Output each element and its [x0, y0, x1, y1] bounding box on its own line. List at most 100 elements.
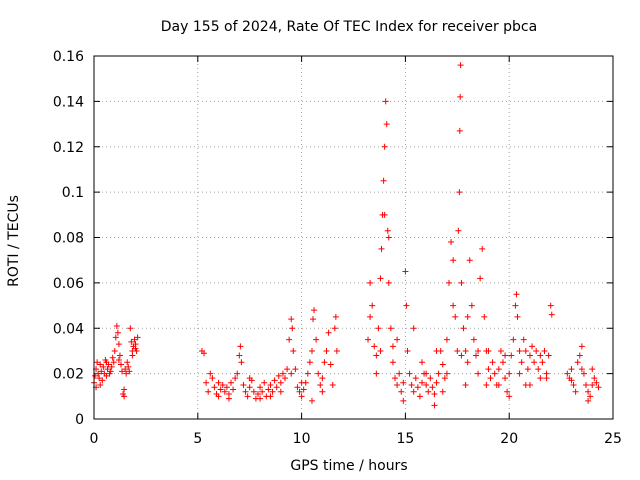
data-point: [412, 375, 419, 382]
data-point: [512, 302, 519, 309]
data-point: [277, 388, 284, 395]
data-point: [513, 291, 520, 298]
data-point: [115, 341, 122, 348]
data-point: [495, 366, 502, 373]
data-point: [315, 370, 322, 377]
data-point: [497, 347, 504, 354]
data-point: [332, 313, 339, 320]
data-point: [246, 375, 253, 382]
data-point: [269, 388, 276, 395]
data-point: [100, 363, 107, 370]
data-point: [242, 388, 249, 395]
data-point: [431, 402, 438, 409]
data-point: [95, 370, 102, 377]
data-point: [211, 384, 218, 391]
data-point: [114, 329, 121, 336]
data-point: [570, 381, 577, 388]
data-point: [382, 98, 389, 105]
data-point: [587, 393, 594, 400]
plot-frame: [93, 55, 614, 420]
data-point: [522, 381, 529, 388]
data-point: [541, 347, 548, 354]
data-point: [244, 393, 251, 400]
data-point: [259, 388, 266, 395]
data-point: [502, 375, 509, 382]
data-point: [578, 366, 585, 373]
data-point: [97, 381, 104, 388]
data-point: [475, 370, 482, 377]
data-point: [265, 386, 272, 393]
data-point: [327, 361, 334, 368]
data-point: [574, 359, 581, 366]
data-point: [236, 352, 243, 359]
data-point: [128, 338, 135, 345]
data-point: [96, 375, 103, 382]
data-point: [384, 227, 391, 234]
data-point: [310, 316, 317, 323]
data-point: [92, 372, 99, 379]
data-point: [454, 347, 461, 354]
data-point: [257, 395, 264, 402]
data-point: [458, 352, 465, 359]
data-point: [456, 189, 463, 196]
data-point: [373, 370, 380, 377]
data-point: [123, 370, 130, 377]
data-point: [230, 386, 237, 393]
data-point: [595, 384, 602, 391]
data-point: [203, 379, 210, 386]
data-point: [431, 391, 438, 398]
data-point: [499, 359, 506, 366]
data-point: [589, 381, 596, 388]
data-point: [410, 388, 417, 395]
data-point: [117, 361, 124, 368]
data-point: [466, 257, 473, 264]
data-point: [450, 302, 457, 309]
data-point: [568, 377, 575, 384]
data-point: [121, 386, 128, 393]
data-point: [443, 370, 450, 377]
data-point: [531, 359, 538, 366]
data-point: [238, 359, 245, 366]
data-point: [113, 322, 120, 329]
data-point: [508, 352, 515, 359]
data-point: [477, 275, 484, 282]
data-point: [398, 388, 405, 395]
data-point: [452, 313, 459, 320]
y-tick-label: 0.1: [62, 185, 84, 201]
y-tick-label: 0.16: [53, 49, 84, 65]
data-point: [277, 379, 284, 386]
data-point: [317, 381, 324, 388]
data-point: [583, 381, 590, 388]
data-point: [223, 384, 230, 391]
data-point: [288, 370, 295, 377]
data-point: [127, 325, 134, 332]
data-point: [389, 359, 396, 366]
data-point: [111, 347, 118, 354]
data-point: [323, 347, 330, 354]
data-point: [319, 375, 326, 382]
data-point: [209, 375, 216, 382]
data-point: [491, 370, 498, 377]
x-tick-label: 5: [193, 431, 202, 447]
data-point: [483, 381, 490, 388]
data-point: [539, 359, 546, 366]
data-point: [394, 381, 401, 388]
data-point: [129, 352, 136, 359]
data-point: [279, 370, 286, 377]
data-point: [585, 397, 592, 404]
data-point: [329, 381, 336, 388]
data-point: [479, 245, 486, 252]
data-point: [215, 379, 222, 386]
data-point: [433, 347, 440, 354]
data-point: [122, 366, 129, 373]
data-point: [333, 347, 340, 354]
data-point: [232, 375, 239, 382]
x-tick-label: 25: [604, 431, 622, 447]
data-point: [462, 347, 469, 354]
data-point: [400, 379, 407, 386]
data-point: [433, 379, 440, 386]
y-tick-label: 0.12: [53, 140, 84, 156]
data-point: [468, 302, 475, 309]
data-point: [423, 381, 430, 388]
